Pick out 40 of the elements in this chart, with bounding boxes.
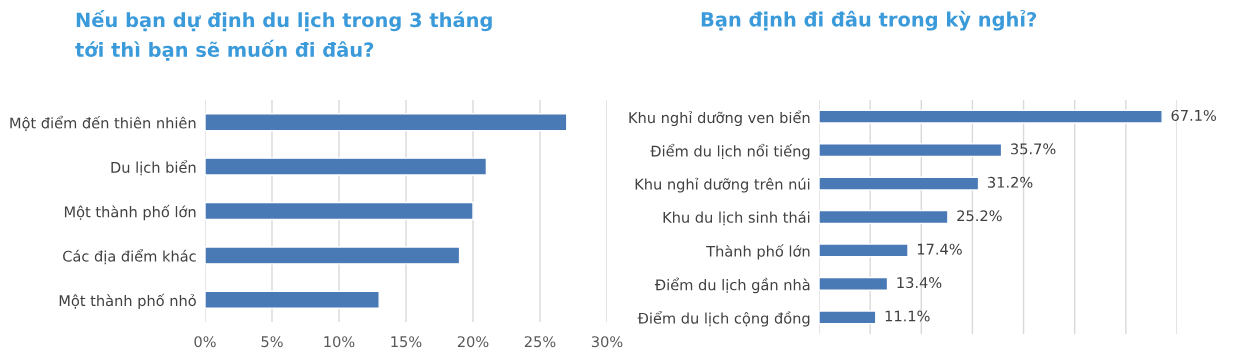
y-tick-label: Điểm du lịch gần nhà xyxy=(654,277,810,294)
x-tick-label: 10% xyxy=(324,336,355,348)
y-tick-label: Một thành phố lớn xyxy=(64,204,196,221)
x-tick-label: 25% xyxy=(524,336,556,348)
bar xyxy=(205,290,380,309)
bar xyxy=(819,310,877,325)
data-label: 35.7% xyxy=(1011,143,1056,155)
y-tick-label: Khu du lịch sinh thái xyxy=(663,210,810,226)
data-label: 67.1% xyxy=(1171,109,1217,121)
y-tick-label: Du lịch biển xyxy=(111,160,196,176)
bar xyxy=(205,201,474,221)
y-tick-label: Thành phố lớn xyxy=(706,244,810,260)
y-tick-label: Một điểm đến thiên nhiên xyxy=(10,115,196,131)
y-tick-label: Điểm du lịch cộng đồng xyxy=(637,311,810,327)
data-label: 17.4% xyxy=(917,243,962,255)
bar xyxy=(819,176,980,191)
bar xyxy=(819,109,1163,124)
x-tick-label: 0% xyxy=(194,336,216,348)
data-label: 13.4% xyxy=(897,277,942,289)
y-tick-label: Điểm du lịch nổi tiếng xyxy=(650,143,810,160)
bar xyxy=(819,276,889,291)
x-tick-label: 15% xyxy=(391,336,422,348)
y-tick-label: Khu nghỉ dưỡng ven biển xyxy=(629,110,810,127)
x-tick-label: 20% xyxy=(457,336,489,348)
bar xyxy=(205,157,488,176)
data-label: 11.1% xyxy=(885,310,930,322)
y-tick-label: Một thành phố nhỏ xyxy=(59,293,196,309)
x-tick-label: 5% xyxy=(261,336,283,348)
bar xyxy=(205,246,461,265)
chart-title: Nếu bạn dự định du lịch trong 3 tháng tới thì bạn sẽ muốn đi đâu? xyxy=(75,10,492,61)
data-label: 31.2% xyxy=(988,176,1033,188)
bar xyxy=(819,143,1003,158)
x-tick-label: 30% xyxy=(591,336,623,348)
bar xyxy=(819,243,909,258)
chart-title: Bạn định đi đâu trong kỳ nghỉ? xyxy=(701,10,1037,31)
bar xyxy=(819,209,949,225)
y-tick-label: Khu nghỉ dưỡng trên núi xyxy=(635,177,810,193)
data-label: 25.2% xyxy=(957,210,1002,222)
y-tick-label: Các địa điểm khác xyxy=(63,248,196,265)
bar xyxy=(205,113,568,132)
